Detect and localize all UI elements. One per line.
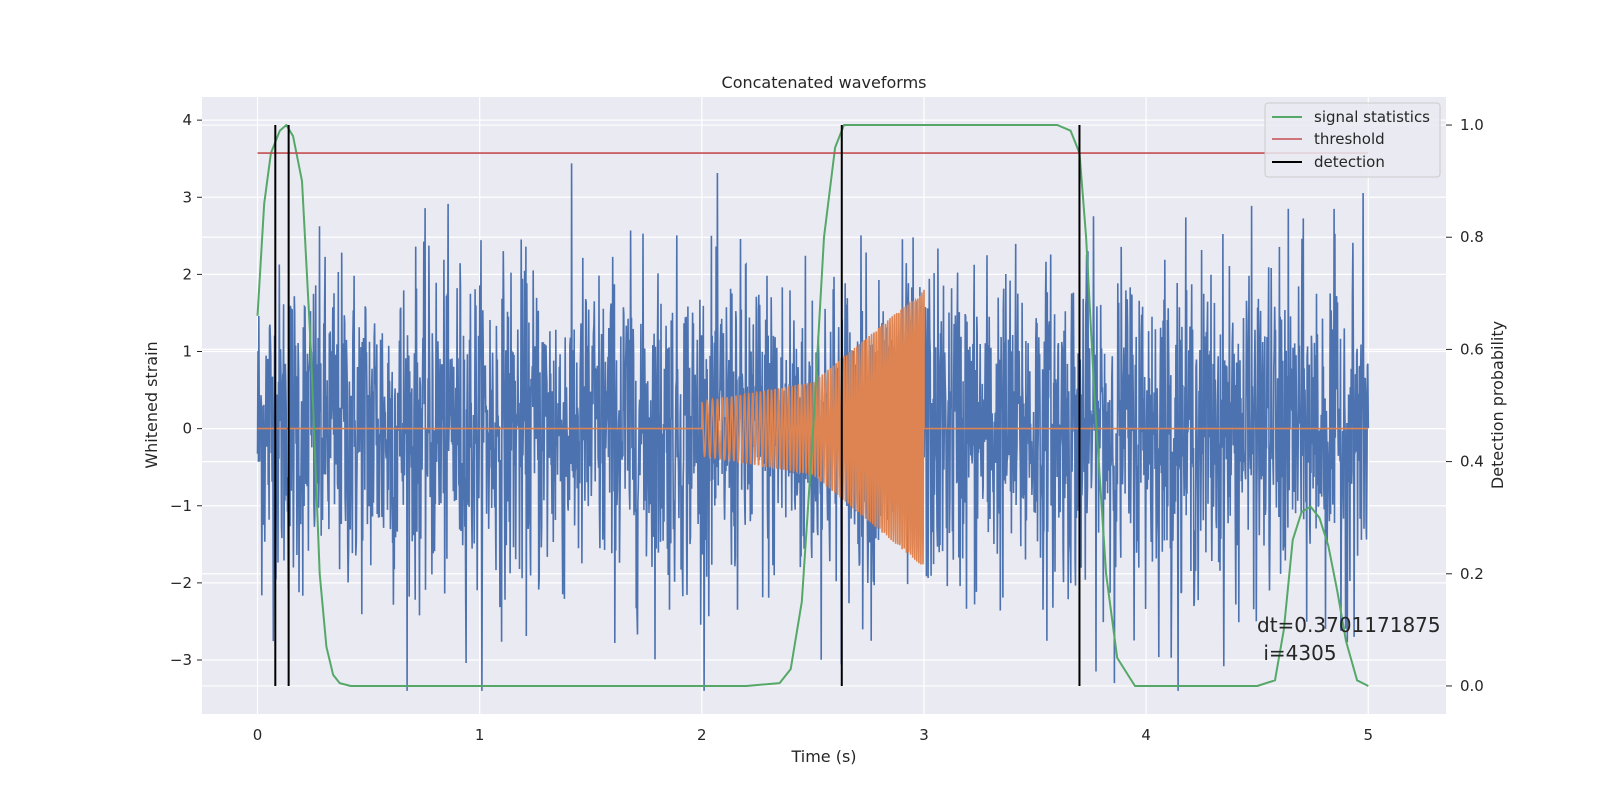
y2-tick-label: 1.0: [1460, 116, 1484, 134]
y-tick-label: 0: [182, 420, 192, 438]
chart-title: Concatenated waveforms: [722, 73, 927, 92]
y2-tick-label: 0.2: [1460, 565, 1484, 583]
y2-tick-label: 0.6: [1460, 340, 1484, 358]
y-tick-label: −1: [170, 497, 192, 515]
chart-marks: [256, 124, 1370, 691]
x-tick-label: 0: [253, 726, 263, 744]
y2-tick-label: 0.8: [1460, 228, 1484, 246]
x-tick-label: 2: [697, 726, 707, 744]
legend-box: [1264, 102, 1441, 178]
x-axis-label: Time (s): [790, 747, 856, 766]
y-tick-label: 1: [182, 343, 192, 361]
y-tick-label: −2: [170, 574, 192, 592]
y-tick-label: −3: [170, 651, 192, 669]
legend-label-signal-statistics: signal statistics: [1314, 108, 1430, 126]
y-axis-label: Whitened strain: [142, 341, 161, 468]
legend: signal statistics threshold detection: [1264, 102, 1441, 178]
x-tick-label: 1: [475, 726, 485, 744]
ticks: 0 1 2 3 4 5 −3 −2 −1 0 1 2 3 4 0.0 0.2 0.4 0.6 0.8 1.0: [170, 111, 1484, 744]
x-tick-label: 5: [1363, 726, 1373, 744]
x-tick-label: 4: [1141, 726, 1151, 744]
y2-axis-label: Detection probability: [1488, 321, 1507, 489]
y-tick-label: 4: [182, 111, 192, 129]
y-tick-label: 3: [182, 188, 192, 206]
x-tick-label: 3: [919, 726, 929, 744]
legend-label-detection: detection: [1314, 153, 1385, 171]
y-tick-label: 2: [182, 265, 192, 283]
y2-tick-label: 0.4: [1460, 453, 1484, 471]
annotation: dt=0.3701171875 i=4305: [1257, 613, 1441, 665]
signal-statistics-line: [256, 124, 1369, 687]
annotation-line-1: dt=0.3701171875: [1257, 613, 1441, 637]
annotation-line-2: i=4305: [1257, 641, 1337, 665]
legend-label-threshold: threshold: [1314, 130, 1385, 148]
y2-tick-label: 0.0: [1460, 677, 1484, 695]
